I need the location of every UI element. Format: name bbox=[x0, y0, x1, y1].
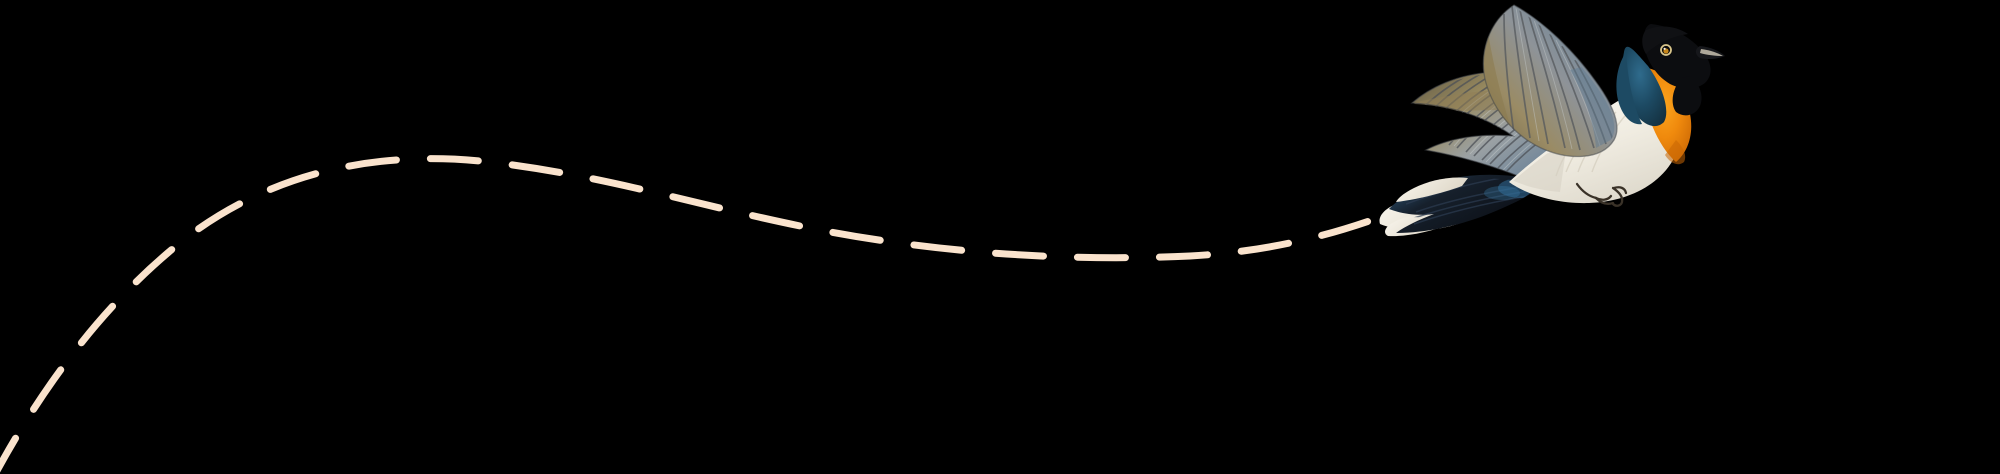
tail-white-tip-upper bbox=[1396, 177, 1468, 202]
breast-orange-deep bbox=[1665, 140, 1686, 165]
upper-wing-feather-barbs bbox=[1483, 6, 1615, 151]
bird-upper-wing bbox=[1482, 4, 1618, 158]
bird-tail bbox=[1379, 174, 1545, 237]
crown-black-cap bbox=[1642, 26, 1688, 54]
upper-wing-outline bbox=[1482, 4, 1618, 158]
dashed-trail-path bbox=[0, 155, 1376, 473]
eye bbox=[1659, 43, 1673, 57]
head-black-throat-bar bbox=[1672, 76, 1702, 116]
bird-feet bbox=[1575, 182, 1628, 207]
bird-head bbox=[1616, 24, 1725, 127]
beak-highlight bbox=[1700, 49, 1723, 56]
nape-teal bbox=[1616, 52, 1642, 125]
